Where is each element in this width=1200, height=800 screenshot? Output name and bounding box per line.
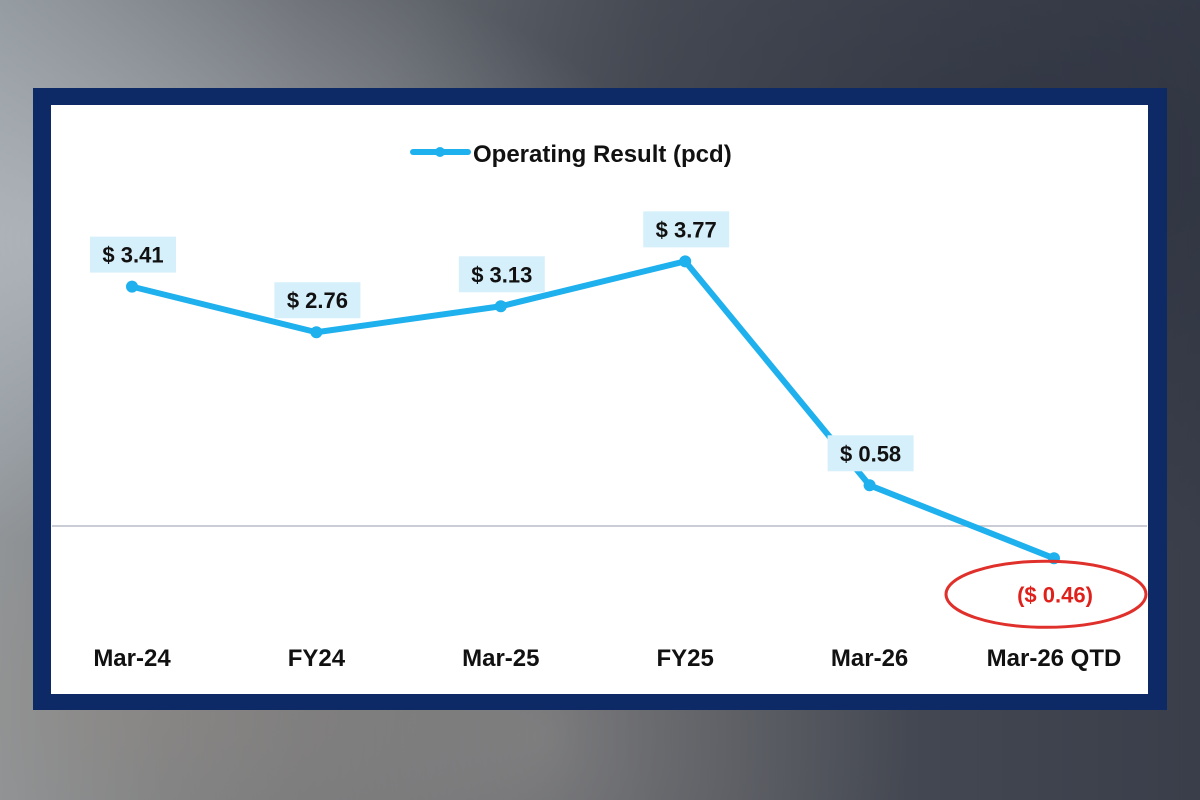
- highlight-circle: [944, 559, 1148, 629]
- data-label-mar-26-qtd: ($ 0.46): [1017, 582, 1093, 607]
- x-tick-mar-25: Mar-25: [462, 645, 539, 672]
- data-label-bg-mar-24: [90, 236, 176, 273]
- x-axis-tick-labels: Mar-24 FY24 Mar-25 FY25 Mar-26 Mar-26 QTD: [93, 645, 1121, 672]
- x-tick-fy24: FY24: [288, 645, 346, 672]
- legend-label: Operating Result (pcd): [473, 141, 732, 168]
- x-tick-mar-24: Mar-24: [93, 645, 171, 672]
- x-tick-fy25: FY25: [657, 645, 714, 672]
- data-labels: $ 3.41 $ 2.76 $ 3.13 $ 3.77 $ 0.58 ($ 0.46): [90, 211, 1148, 629]
- data-point-fy24: [310, 326, 323, 339]
- legend-point-marker: [435, 147, 445, 157]
- chart-panel: [51, 105, 1148, 694]
- data-label-mar-24: $ 3.41: [102, 243, 163, 268]
- data-label-bg-mar-26: [827, 435, 914, 472]
- legend: Operating Result (pcd): [410, 141, 732, 168]
- x-tick-mar-26-qtd: Mar-26 QTD: [987, 645, 1122, 672]
- series-line: [129, 258, 1057, 562]
- data-label-fy25: $ 3.77: [656, 217, 717, 242]
- data-point-mar-26: [863, 479, 876, 492]
- data-point-mar-25: [494, 300, 507, 313]
- series-operating-result: [126, 255, 1060, 565]
- data-label-bg-fy25: [643, 211, 730, 248]
- data-point-fy25: [679, 255, 692, 268]
- data-label-fy24: $ 2.76: [287, 288, 348, 313]
- data-label-bg-mar-25: [458, 256, 545, 293]
- data-point-mar-24: [126, 280, 138, 293]
- data-label-mar-26: $ 0.58: [840, 441, 901, 466]
- x-tick-mar-26: Mar-26: [831, 645, 908, 672]
- data-label-mar-25: $ 3.13: [471, 262, 532, 287]
- data-label-bg-fy24: [274, 282, 361, 319]
